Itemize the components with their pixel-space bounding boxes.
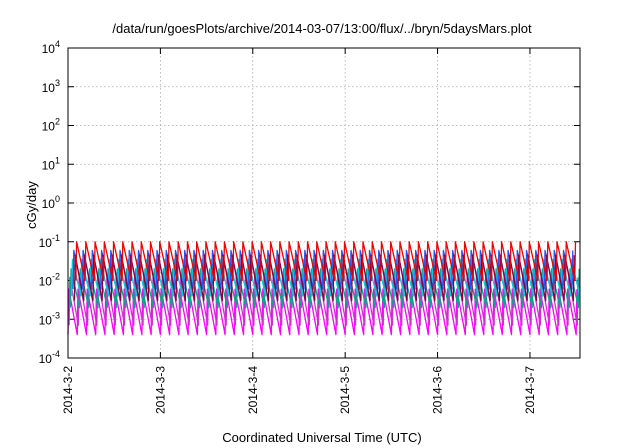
y-tick-label: 10-2 bbox=[39, 272, 60, 289]
x-axis-label: Coordinated Universal Time (UTC) bbox=[222, 430, 421, 445]
x-tick-label: 2014-3-7 bbox=[523, 366, 537, 414]
y-tick-labels: 10-4 10-3 10-2 10-1 100 101 102 103 104 bbox=[39, 39, 60, 366]
y-axis-label: cGy/day bbox=[24, 181, 39, 229]
y-tick-label: 10-3 bbox=[39, 310, 60, 327]
y-tick-label: 102 bbox=[42, 117, 60, 134]
y-tick-label: 103 bbox=[42, 78, 60, 95]
x-tick-label: 2014-3-2 bbox=[61, 366, 75, 414]
x-tick-label: 2014-3-4 bbox=[246, 366, 260, 414]
chart-title: /data/run/goesPlots/archive/2014-03-07/1… bbox=[112, 21, 532, 36]
series-line-7 bbox=[75, 241, 577, 282]
series-lines bbox=[67, 241, 581, 336]
y-tick-label: 100 bbox=[42, 194, 60, 211]
x-tick-label: 2014-3-6 bbox=[431, 366, 445, 414]
y-tick-label: 101 bbox=[42, 155, 60, 172]
x-tick-label: 2014-3-3 bbox=[153, 366, 167, 414]
series-line-1 bbox=[67, 288, 578, 336]
plot-frame bbox=[67, 47, 581, 359]
y-tick-label: 104 bbox=[42, 39, 60, 56]
y-tick-label: 10-4 bbox=[39, 349, 60, 366]
x-tick-label: 2014-3-5 bbox=[338, 366, 352, 414]
x-tick-labels: 2014-3-2 2014-3-3 2014-3-4 2014-3-5 2014-3-6… bbox=[61, 366, 537, 414]
y-tick-label: 10-1 bbox=[39, 233, 60, 250]
